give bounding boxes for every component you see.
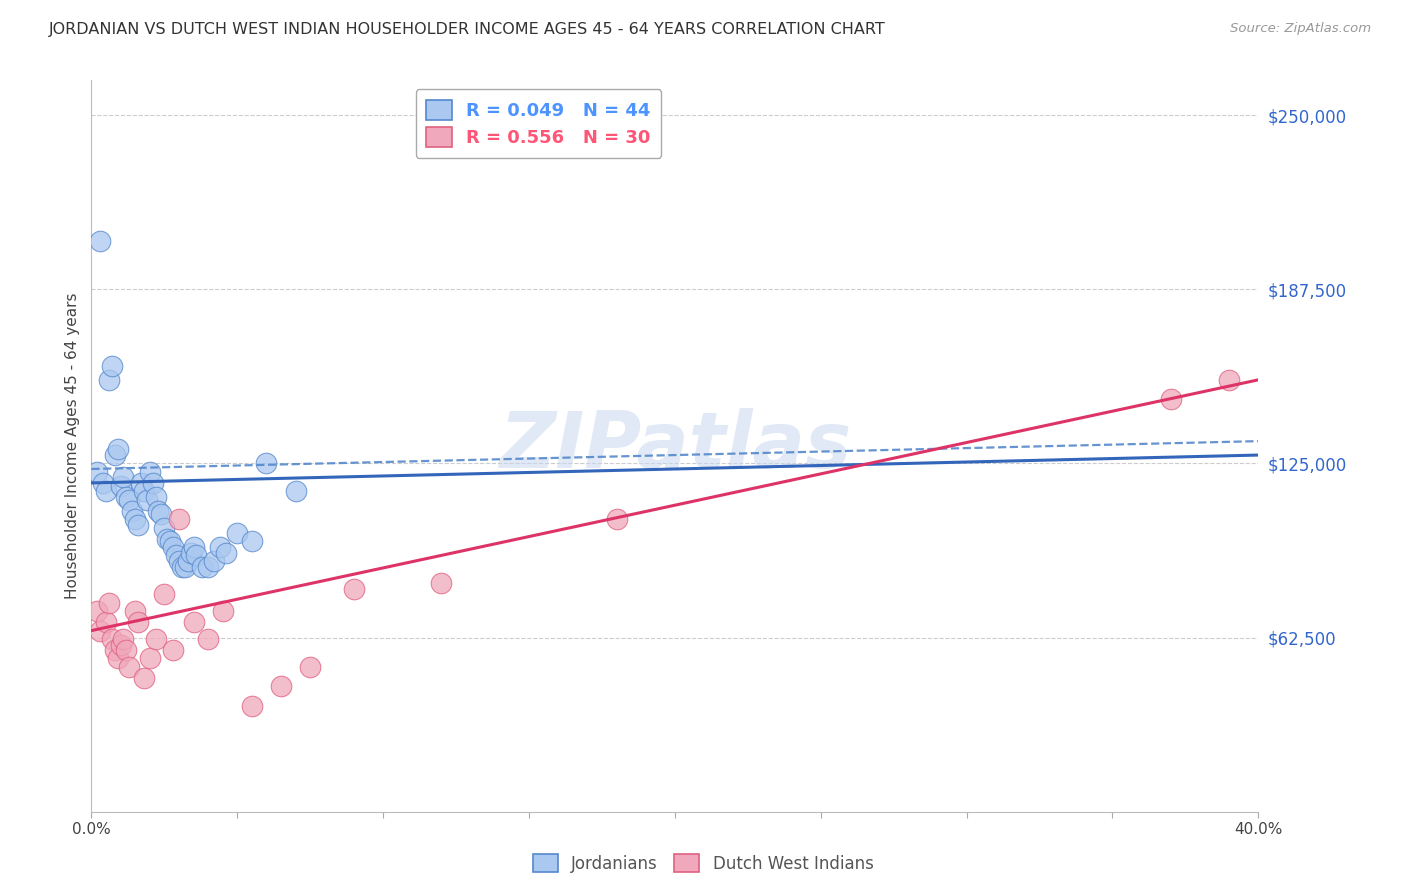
Point <box>173 559 195 574</box>
Point <box>240 698 263 713</box>
Point <box>110 479 132 493</box>
Point <box>86 604 108 618</box>
Point <box>101 359 124 373</box>
Point <box>270 679 292 693</box>
Point <box>94 484 117 499</box>
Point <box>162 540 184 554</box>
Point <box>162 643 184 657</box>
Point <box>115 643 138 657</box>
Point <box>121 504 143 518</box>
Point <box>299 660 322 674</box>
Point <box>156 532 179 546</box>
Point <box>129 475 152 490</box>
Point <box>148 504 170 518</box>
Text: Source: ZipAtlas.com: Source: ZipAtlas.com <box>1230 22 1371 36</box>
Point <box>135 492 157 507</box>
Point <box>240 534 263 549</box>
Point <box>191 559 214 574</box>
Point <box>226 526 249 541</box>
Point <box>183 540 205 554</box>
Point <box>167 512 190 526</box>
Point <box>214 545 236 559</box>
Point <box>1160 392 1182 407</box>
Legend: R = 0.049   N = 44, R = 0.556   N = 30: R = 0.049 N = 44, R = 0.556 N = 30 <box>416 89 661 158</box>
Point <box>170 559 193 574</box>
Point <box>138 651 162 665</box>
Point <box>97 596 120 610</box>
Legend: Jordanians, Dutch West Indians: Jordanians, Dutch West Indians <box>526 847 880 880</box>
Point <box>104 448 127 462</box>
Point <box>86 465 108 479</box>
Point <box>91 475 114 490</box>
Point <box>127 517 149 532</box>
Point <box>176 554 198 568</box>
Point <box>115 490 138 504</box>
Text: ZIPatlas: ZIPatlas <box>499 408 851 484</box>
Point <box>94 615 117 630</box>
Point <box>145 632 167 646</box>
Point <box>97 373 120 387</box>
Point <box>118 660 141 674</box>
Point <box>107 442 129 457</box>
Point <box>183 615 205 630</box>
Point <box>112 632 135 646</box>
Point <box>110 638 132 652</box>
Point <box>118 492 141 507</box>
Point <box>101 632 124 646</box>
Point <box>153 520 176 534</box>
Point <box>89 624 111 638</box>
Point <box>202 554 225 568</box>
Point <box>124 512 146 526</box>
Point <box>343 582 366 596</box>
Point <box>145 490 167 504</box>
Point <box>132 484 155 499</box>
Point <box>165 549 187 563</box>
Point <box>211 604 233 618</box>
Point <box>186 549 208 563</box>
Point <box>159 534 181 549</box>
Point <box>89 234 111 248</box>
Point <box>150 507 173 521</box>
Text: JORDANIAN VS DUTCH WEST INDIAN HOUSEHOLDER INCOME AGES 45 - 64 YEARS CORRELATION: JORDANIAN VS DUTCH WEST INDIAN HOUSEHOLD… <box>49 22 886 37</box>
Point <box>142 475 165 490</box>
Point <box>132 671 155 685</box>
Point <box>284 484 307 499</box>
Point <box>197 632 219 646</box>
Point <box>197 559 219 574</box>
Point <box>153 587 176 601</box>
Point <box>167 554 190 568</box>
Point <box>208 540 231 554</box>
Point <box>180 545 202 559</box>
Point <box>1218 373 1240 387</box>
Point <box>112 470 135 484</box>
Point <box>254 457 277 471</box>
Point <box>104 643 127 657</box>
Y-axis label: Householder Income Ages 45 - 64 years: Householder Income Ages 45 - 64 years <box>65 293 80 599</box>
Point <box>124 604 146 618</box>
Point <box>605 512 627 526</box>
Point <box>138 465 162 479</box>
Point <box>127 615 149 630</box>
Point <box>430 576 453 591</box>
Point <box>107 651 129 665</box>
